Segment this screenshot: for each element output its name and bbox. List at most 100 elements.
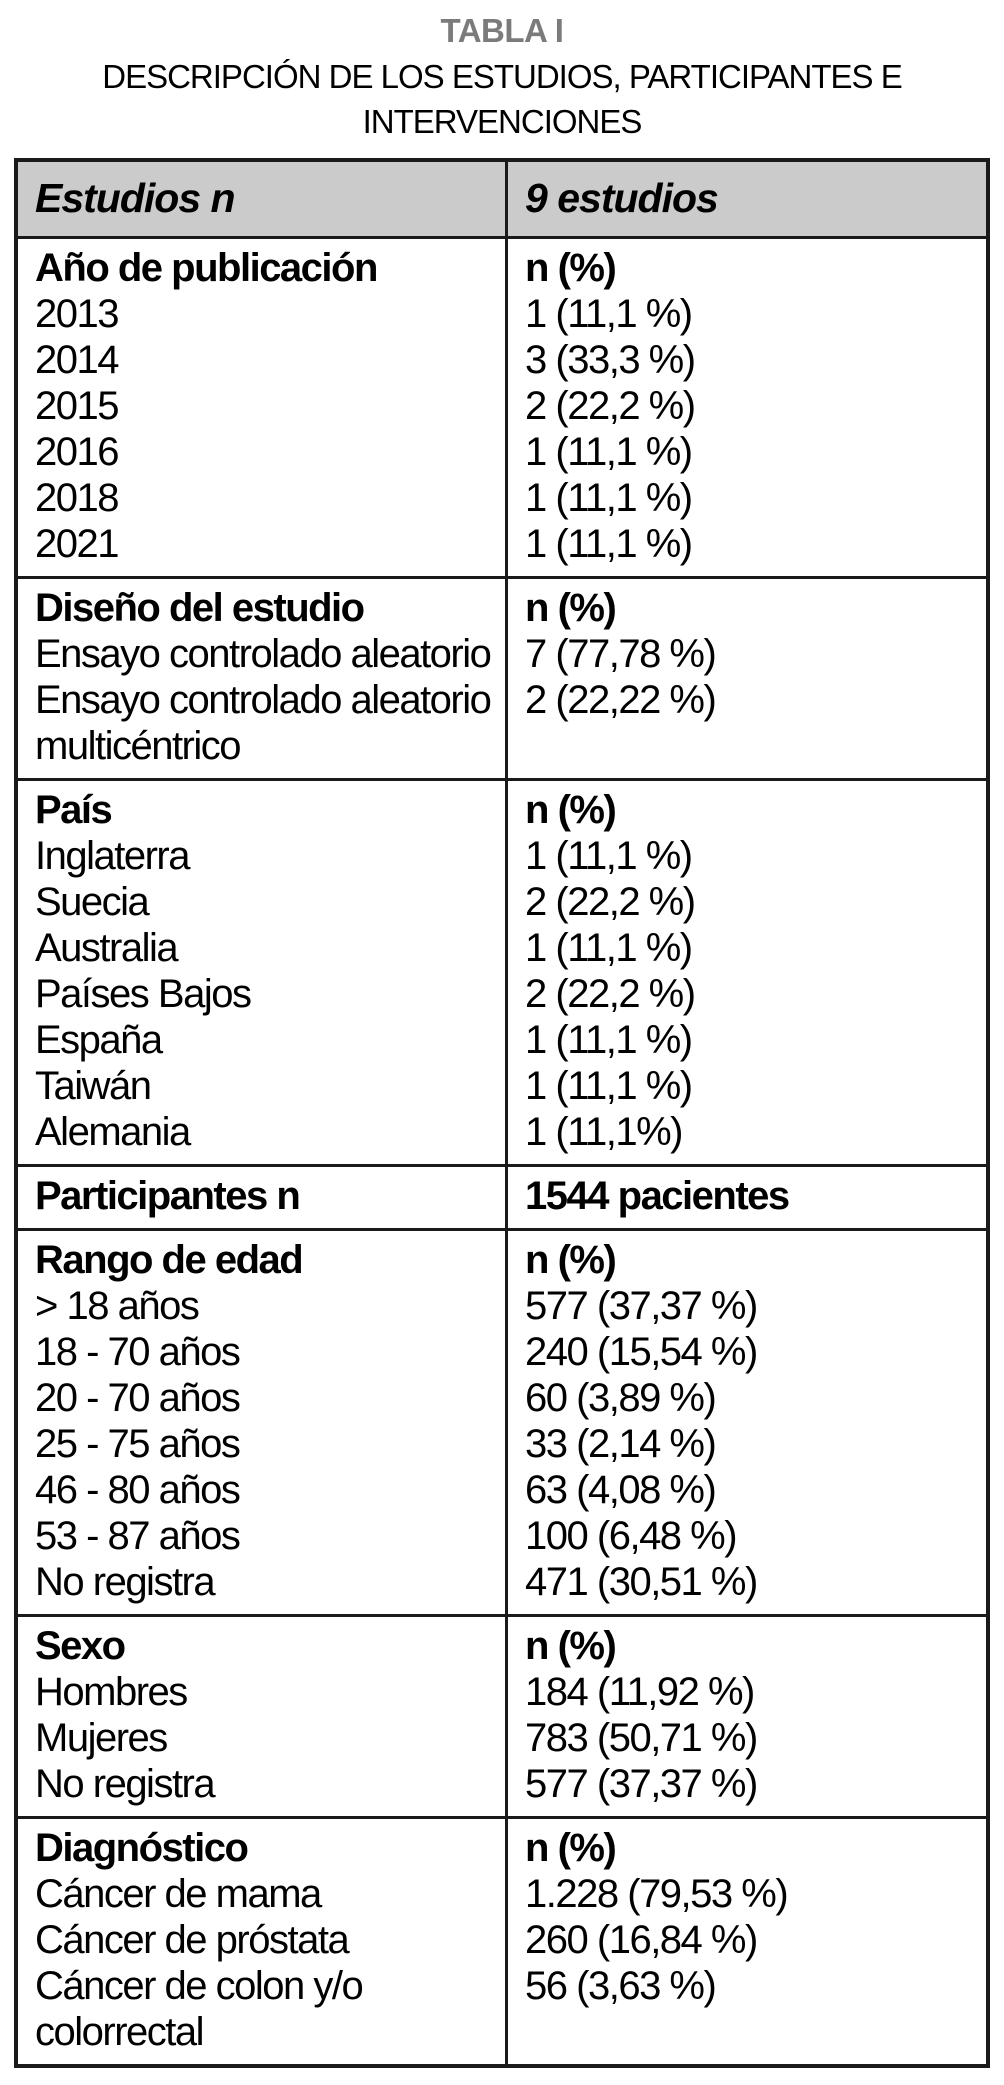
item-value: 7 (77,78 %) bbox=[525, 632, 717, 676]
item-label: No registra bbox=[35, 1560, 216, 1604]
item-label: 2021 bbox=[35, 522, 119, 566]
header-cell-estudios: Estudios n bbox=[16, 160, 507, 239]
table-title: TABLA I bbox=[440, 12, 564, 49]
item-label: España bbox=[35, 1018, 163, 1062]
item-label: Ensayo controlado aleatorio bbox=[35, 632, 492, 676]
section-right-cell: n (%) 1 (11,1 %) 2 (22,2 %) 1 (11,1 %) 2 (22… bbox=[505, 778, 988, 1166]
section-label: Diseño del estudio bbox=[35, 586, 365, 630]
item-value: 240 (15,54 %) bbox=[525, 1330, 758, 1374]
item-label: 2018 bbox=[35, 476, 119, 520]
item-label: 2015 bbox=[35, 384, 119, 428]
section-row: Año de publicación 2013 2014 2015 2016 2018 20… bbox=[16, 237, 988, 578]
section-value-header: n (%) bbox=[525, 246, 617, 290]
item-value: 577 (37,37 %) bbox=[525, 1284, 758, 1328]
table-body: Año de publicación 2013 2014 2015 2016 2018 20… bbox=[16, 237, 988, 2066]
item-label: 46 - 80 años bbox=[35, 1468, 241, 1512]
item-label: 25 - 75 años bbox=[35, 1422, 241, 1466]
header-cell-9-estudios: 9 estudios bbox=[505, 160, 988, 239]
section-left-cell: Año de publicación 2013 2014 2015 2016 2018 20… bbox=[16, 238, 507, 578]
item-value: 260 (16,84 %) bbox=[525, 1918, 758, 1962]
item-label: 2013 bbox=[35, 292, 119, 336]
item-label: Suecia bbox=[35, 880, 150, 924]
section-left-cell: Diagnóstico Cáncer de mama Cáncer de próst… bbox=[16, 1816, 507, 2066]
item-value: 471 (30,51 %) bbox=[525, 1560, 758, 1604]
section-right-cell: n (%) 1.228 (79,53 %) 260 (16,84 %) 56 (3,6… bbox=[505, 1816, 988, 2066]
item-label: Cáncer de colon y/o colorrectal bbox=[35, 1964, 364, 2054]
item-label: Hombres bbox=[35, 1670, 188, 1714]
item-label: 53 - 87 años bbox=[35, 1514, 241, 1558]
section-right-cell: 1544 pacientes bbox=[505, 1164, 988, 1230]
section-row: Diagnóstico Cáncer de mama Cáncer de próst… bbox=[16, 1816, 988, 2066]
item-value: 2 (22,2 %) bbox=[525, 972, 696, 1016]
section-row: Sexo Hombres Mujeres No registra n (%) 184 (1… bbox=[16, 1614, 988, 1818]
item-label: > 18 años bbox=[35, 1284, 200, 1328]
item-label: Alemania bbox=[35, 1110, 191, 1154]
item-label: Cáncer de mama bbox=[35, 1872, 322, 1916]
item-label: 20 - 70 años bbox=[35, 1376, 241, 1420]
table-caption: TABLA I DESCRIPCIÓN DE LOS ESTUDIOS, PAR… bbox=[2, 10, 1002, 144]
section-label: Participantes n bbox=[35, 1174, 301, 1218]
section-label: Diagnóstico bbox=[35, 1826, 249, 1870]
table-header-row: Estudios n 9 estudios bbox=[16, 160, 988, 239]
item-label: No registra bbox=[35, 1762, 216, 1806]
section-left-cell: Participantes n bbox=[16, 1164, 507, 1230]
item-value: 1 (11,1 %) bbox=[525, 834, 693, 878]
section-label: País bbox=[35, 788, 113, 832]
item-value: 2 (22,22 %) bbox=[525, 678, 717, 722]
item-label: Inglaterra bbox=[35, 834, 190, 878]
studies-table: Estudios n 9 estudios Año de publicación… bbox=[14, 158, 990, 2068]
section-right-cell: n (%) 1 (11,1 %) 3 (33,3 %) 2 (22,2 %) 1 (11… bbox=[505, 237, 988, 578]
section-left-cell: Rango de edad > 18 años 18 - 70 años 20 - 7… bbox=[16, 1228, 507, 1616]
item-label: Australia bbox=[35, 926, 179, 970]
item-value: 1 (11,1 %) bbox=[525, 430, 693, 474]
section-row: Participantes n 1544 pacientes bbox=[16, 1164, 988, 1230]
section-right-cell: n (%) 7 (77,78 %) 2 (22,22 %) bbox=[505, 576, 988, 780]
section-row: Diseño del estudio Ensayo controlado alea… bbox=[16, 576, 988, 780]
section-value-header: n (%) bbox=[525, 1826, 617, 1870]
section-value-header: n (%) bbox=[525, 1624, 617, 1668]
section-left-cell: País Inglaterra Suecia Australia Países Bajo… bbox=[16, 778, 507, 1166]
item-value: 100 (6,48 %) bbox=[525, 1514, 738, 1558]
section-left-cell: Diseño del estudio Ensayo controlado alea… bbox=[16, 576, 507, 780]
item-value: 1 (11,1%) bbox=[525, 1110, 683, 1154]
item-label: 2016 bbox=[35, 430, 119, 474]
table-subtitle: DESCRIPCIÓN DE LOS ESTUDIOS, PARTICIPANT… bbox=[102, 58, 903, 140]
item-label: Mujeres bbox=[35, 1716, 168, 1760]
item-value: 2 (22,2 %) bbox=[525, 384, 696, 428]
section-value-header: 1544 pacientes bbox=[525, 1174, 790, 1218]
item-value: 783 (50,71 %) bbox=[525, 1716, 758, 1760]
item-value: 1 (11,1 %) bbox=[525, 292, 693, 336]
item-value: 184 (11,92 %) bbox=[525, 1670, 755, 1714]
item-value: 1.228 (79,53 %) bbox=[525, 1872, 789, 1916]
item-value: 1 (11,1 %) bbox=[525, 522, 693, 566]
section-label: Año de publicación bbox=[35, 246, 378, 290]
item-value: 3 (33,3 %) bbox=[525, 338, 696, 382]
item-value: 56 (3,63 %) bbox=[525, 1964, 717, 2008]
item-value: 1 (11,1 %) bbox=[525, 926, 693, 970]
item-value: 1 (11,1 %) bbox=[525, 1018, 693, 1062]
section-left-cell: Sexo Hombres Mujeres No registra bbox=[16, 1614, 507, 1818]
item-value: 33 (2,14 %) bbox=[525, 1422, 717, 1466]
section-value-header: n (%) bbox=[525, 1238, 617, 1282]
section-right-cell: n (%) 184 (11,92 %) 783 (50,71 %) 577 (37,3… bbox=[505, 1614, 988, 1818]
item-label: Países Bajos bbox=[35, 972, 252, 1016]
item-label: Taiwán bbox=[35, 1064, 152, 1108]
item-value: 2 (22,2 %) bbox=[525, 880, 696, 924]
item-value: 577 (37,37 %) bbox=[525, 1762, 758, 1806]
section-label: Sexo bbox=[35, 1624, 126, 1668]
section-label: Rango de edad bbox=[35, 1238, 304, 1282]
section-row: País Inglaterra Suecia Australia Países Bajo… bbox=[16, 778, 988, 1166]
item-label: Ensayo controlado aleatorio multicéntric… bbox=[35, 678, 492, 768]
section-value-header: n (%) bbox=[525, 586, 617, 630]
item-label: 18 - 70 años bbox=[35, 1330, 241, 1374]
section-value-header: n (%) bbox=[525, 788, 617, 832]
item-label: Cáncer de próstata bbox=[35, 1918, 350, 1962]
item-value: 60 (3,89 %) bbox=[525, 1376, 717, 1420]
item-value: 1 (11,1 %) bbox=[525, 476, 693, 520]
item-value: 63 (4,08 %) bbox=[525, 1468, 717, 1512]
section-right-cell: n (%) 577 (37,37 %) 240 (15,54 %) 60 (3,89 … bbox=[505, 1228, 988, 1616]
item-label: 2014 bbox=[35, 338, 119, 382]
item-value: 1 (11,1 %) bbox=[525, 1064, 693, 1108]
section-row: Rango de edad > 18 años 18 - 70 años 20 - 7… bbox=[16, 1228, 988, 1616]
